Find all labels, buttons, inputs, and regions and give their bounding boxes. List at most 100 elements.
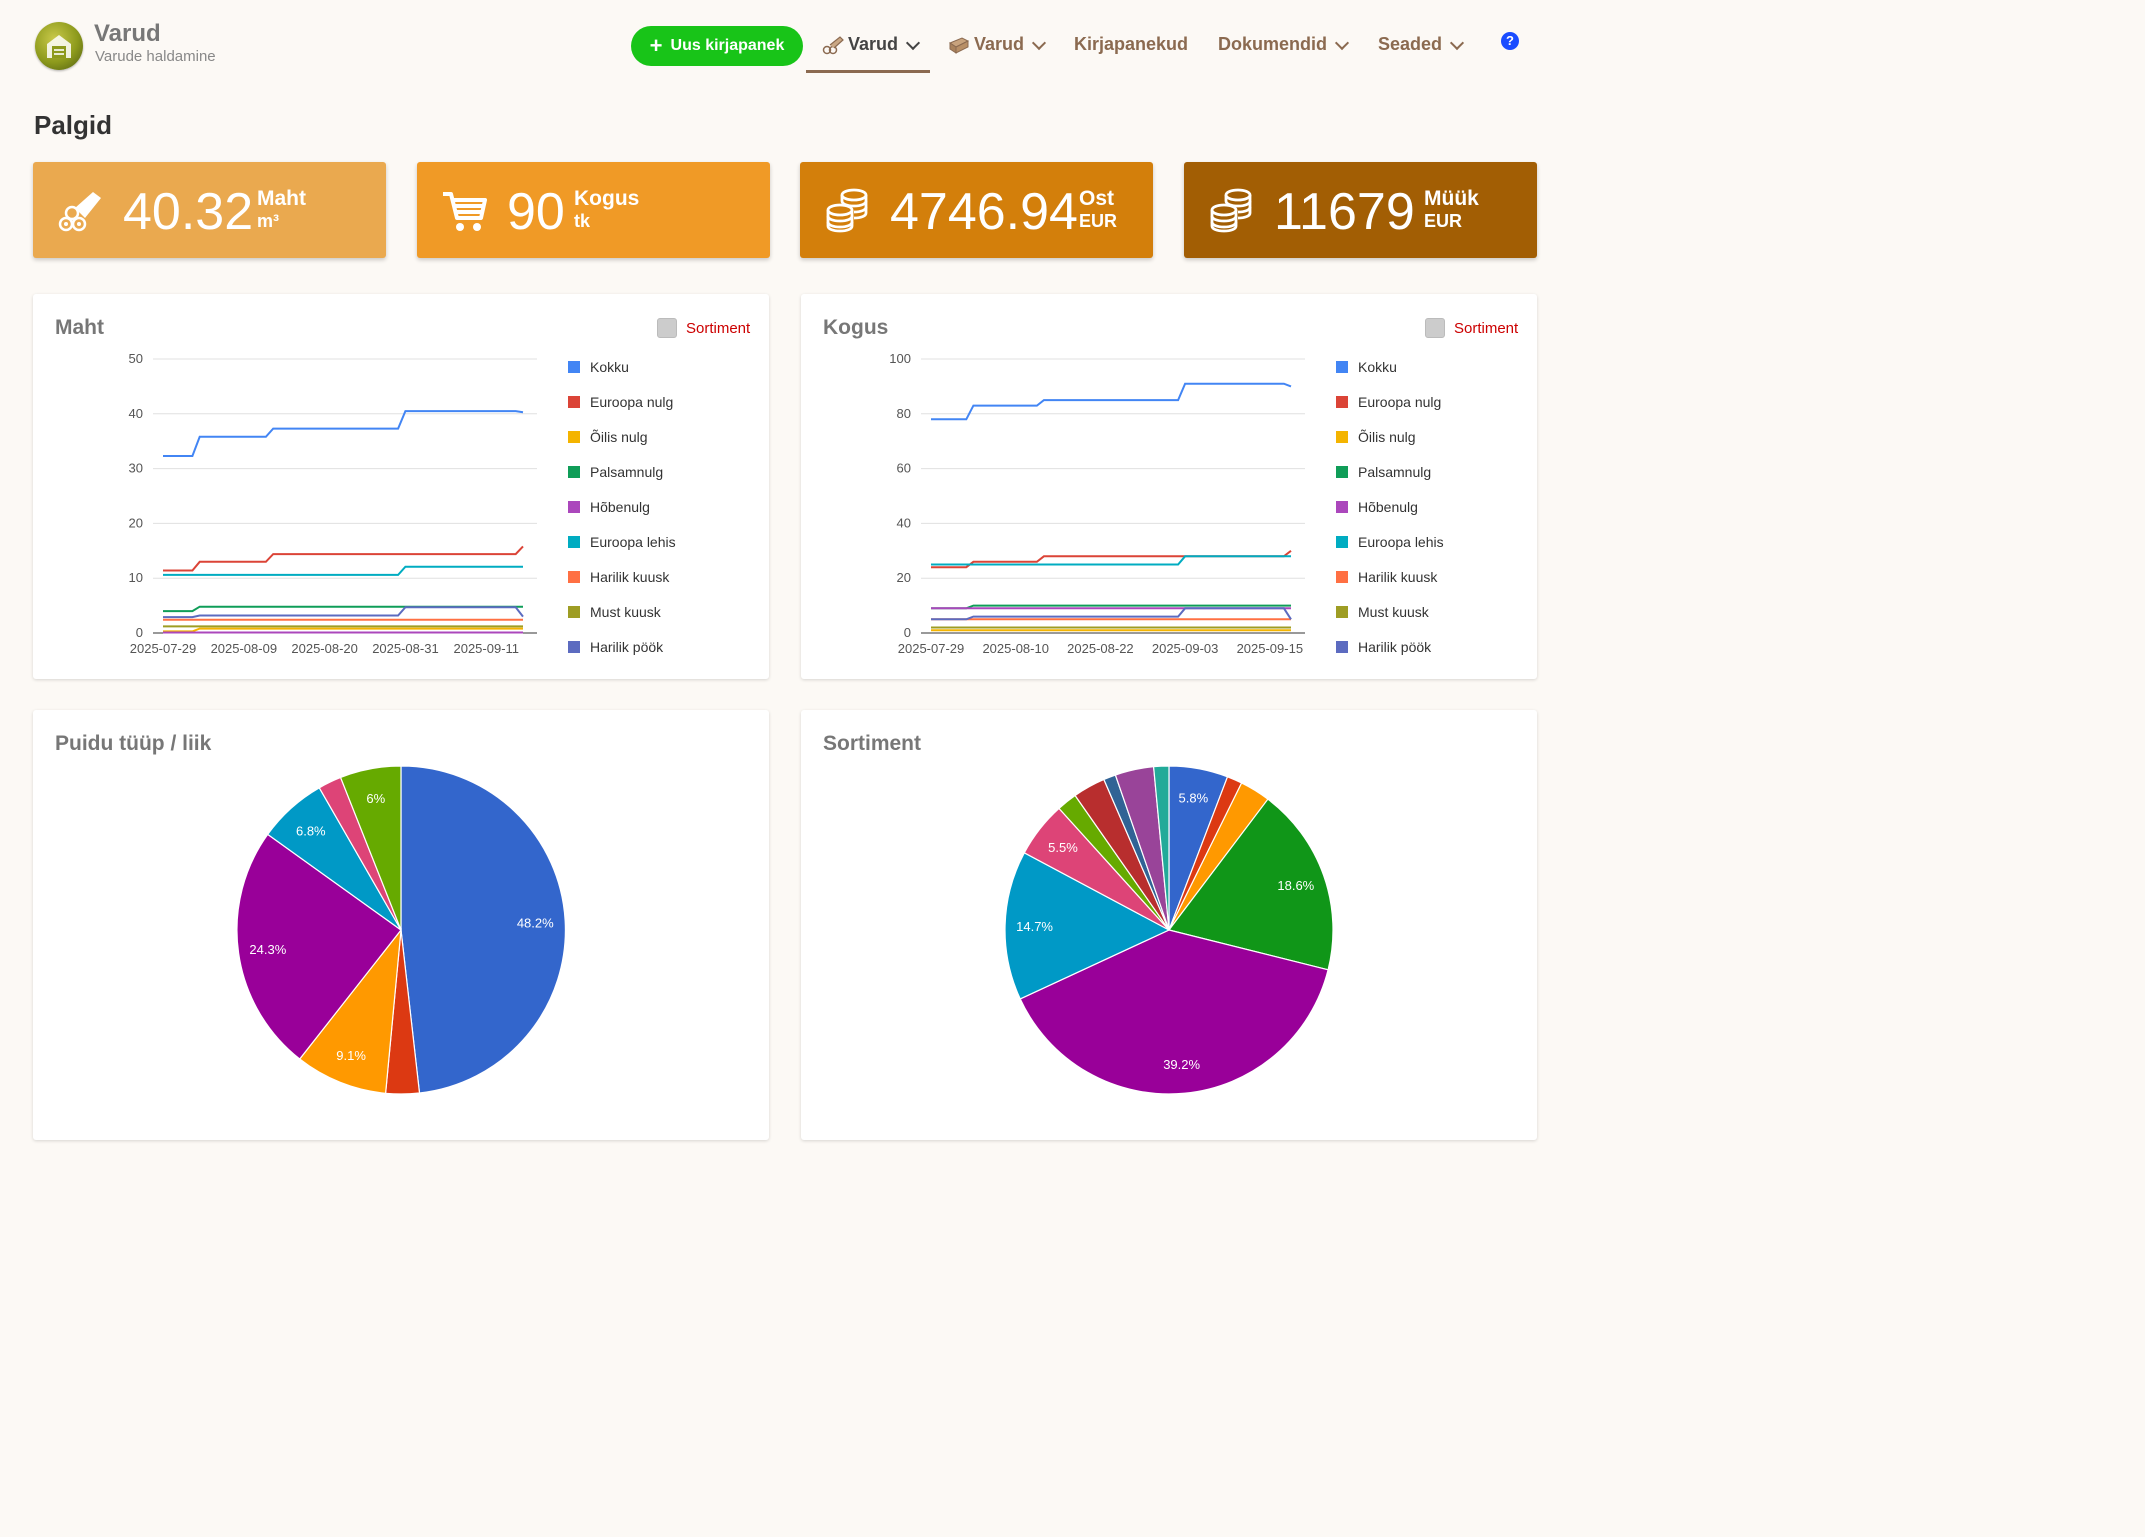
y-tick-label: 20 (897, 570, 911, 585)
y-tick-label: 40 (897, 515, 911, 530)
legend-label: Palsamnulg (1358, 464, 1431, 480)
legend-swatch (1336, 431, 1348, 443)
legend-swatch (568, 396, 580, 408)
stat-unit: EUR (1079, 211, 1118, 231)
nav-logs-stock[interactable]: Varud (822, 34, 921, 55)
stat-card-purchase: 4746.94 Ost EUR (800, 162, 1153, 258)
sortiment-toggle[interactable]: Sortiment (1425, 318, 1518, 338)
legend-swatch (568, 641, 580, 653)
legend-swatch (568, 361, 580, 373)
x-tick-label: 2025-07-29 (130, 641, 197, 656)
series-line (163, 606, 524, 619)
help-icon[interactable]: ? (1501, 32, 1519, 50)
sortiment-toggle[interactable]: Sortiment (657, 318, 750, 338)
stat-unit: tk (574, 211, 591, 231)
stat-card-quantity: 90 Kogus tk (417, 162, 770, 258)
legend-swatch (568, 571, 580, 583)
legend-label: Must kuusk (590, 604, 662, 620)
series-line (931, 382, 1292, 421)
nav-documents-label: Dokumendid (1218, 34, 1328, 54)
stat-label: Maht (257, 187, 306, 210)
y-tick-label: 30 (129, 461, 143, 476)
nav-settings-label: Seaded (1378, 34, 1443, 54)
toggle-label: Sortiment (1454, 319, 1519, 337)
plus-icon: + (649, 33, 663, 58)
legend-label: Õilis nulg (590, 429, 648, 445)
stat-card-volume: 40.32 Maht m³ (33, 162, 386, 258)
y-tick-label: 0 (136, 625, 143, 640)
app-subtitle: Varude haldamine (95, 48, 216, 65)
wood-type-pie-chart: 48.2% 9.1% 24.3% 6.8% 6% (236, 765, 566, 1095)
legend-label: Euroopa lehis (590, 534, 676, 550)
pie-slice[interactable] (1167, 798, 1334, 971)
slice-label: 14.7% (1016, 919, 1053, 934)
legend-label: Harilik kuusk (1358, 569, 1438, 585)
volume-chart-panel: Maht Sortiment 0 10 20 30 40 50 2025-07-29 2025… (33, 294, 769, 679)
pie-slice[interactable] (1152, 765, 1170, 931)
y-tick-label: 20 (129, 515, 143, 530)
pie-slice[interactable] (1004, 851, 1171, 1000)
slice-label: 9.1% (336, 1048, 366, 1063)
new-entry-button[interactable]: + Uus kirjapanek (631, 26, 803, 66)
series-line (163, 565, 523, 576)
quantity-line-chart: 0 20 40 60 80 100 2025-07-29 2025-08-10 2025-08-… (889, 351, 1444, 656)
legend-label: Palsamnulg (590, 464, 663, 480)
x-tick-label: 2025-08-22 (1067, 641, 1134, 656)
pie-slice[interactable] (339, 765, 402, 931)
wood-type-pie-panel: Puidu tüüp / liik 48.2% 9.1% 24.3% 6.8% 6% (33, 710, 769, 1140)
legend-label: Harilik pöök (1358, 639, 1432, 655)
stat-label: Müük (1424, 187, 1479, 210)
legend-swatch (568, 501, 580, 513)
pie-slice[interactable] (298, 928, 402, 1094)
legend-label: Hõbenulg (1358, 499, 1418, 515)
page-title: Palgid (34, 110, 113, 140)
warehouse-icon (47, 35, 71, 58)
y-tick-label: 100 (889, 351, 911, 366)
x-tick-label: 2025-07-29 (898, 641, 965, 656)
app-logo[interactable] (35, 22, 83, 70)
stat-value: 40.32 (123, 183, 254, 241)
series-line (163, 545, 524, 572)
legend-swatch (1336, 501, 1348, 513)
legend-swatch (568, 606, 580, 618)
x-tick-label: 2025-09-15 (1237, 641, 1304, 656)
legend-label: Harilik kuusk (590, 569, 670, 585)
legend-swatch (1336, 571, 1348, 583)
slice-label: 5.5% (1048, 840, 1078, 855)
y-tick-label: 40 (129, 406, 143, 421)
stat-card-sales: 11679 Müük EUR (1184, 162, 1537, 258)
nav-entries[interactable]: Kirjapanekud (1074, 34, 1188, 55)
slice-label: 24.3% (249, 942, 286, 957)
legend-swatch (1336, 396, 1348, 408)
checkbox[interactable] (1425, 318, 1445, 338)
slice-label: 48.2% (517, 915, 554, 930)
legend-swatch (1336, 641, 1348, 653)
stat-value: 11679 (1274, 183, 1415, 241)
pie-slice[interactable] (236, 833, 402, 1060)
legend-label: Õilis nulg (1358, 429, 1416, 445)
y-tick-label: 10 (129, 570, 143, 585)
chart-title: Sortiment (823, 732, 922, 755)
active-tab-indicator (806, 70, 930, 73)
top-header: Varud Varude haldamine + Uus kirjapanek … (0, 0, 1568, 90)
pie-slice[interactable] (1019, 929, 1329, 1095)
x-tick-label: 2025-08-09 (211, 641, 278, 656)
quantity-chart-panel: Kogus Sortiment 0 20 40 60 80 100 2025-07-29 20… (801, 294, 1537, 679)
nav-documents[interactable]: Dokumendid (1218, 34, 1350, 55)
slice-label: 5.8% (1179, 791, 1209, 806)
pie-slice[interactable] (400, 765, 566, 1094)
coins-icon (826, 188, 868, 233)
legend-label: Euroopa nulg (590, 394, 673, 410)
x-tick-label: 2025-08-20 (291, 641, 358, 656)
checkbox[interactable] (657, 318, 677, 338)
legend-swatch (568, 536, 580, 548)
new-entry-label: Uus kirjapanek (670, 37, 785, 54)
nav-planks-stock[interactable]: Varud (948, 34, 1047, 55)
chevron-down-icon (1449, 35, 1465, 50)
legend-label: Kokku (1358, 359, 1397, 375)
nav-settings[interactable]: Seaded (1378, 34, 1465, 55)
legend-swatch (568, 466, 580, 478)
legend-label: Euroopa lehis (1358, 534, 1444, 550)
slice-label: 18.6% (1277, 878, 1314, 893)
x-tick-label: 2025-09-03 (1152, 641, 1219, 656)
